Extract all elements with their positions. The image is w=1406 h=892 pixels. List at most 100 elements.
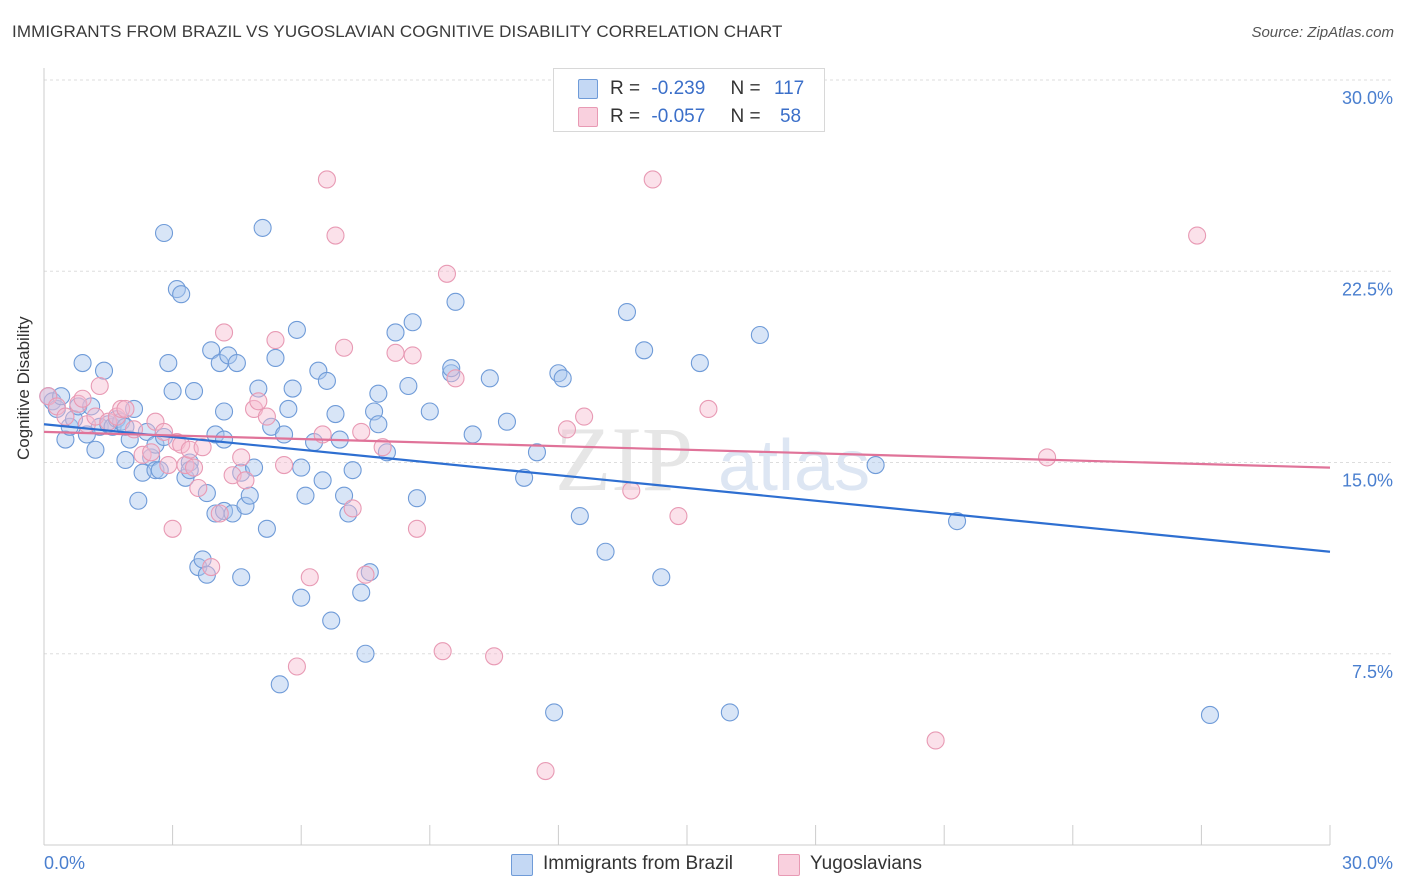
yugoslavian-point-27 bbox=[210, 504, 229, 523]
yugoslavian-point-41 bbox=[326, 226, 345, 245]
brazil-point-81 bbox=[356, 644, 375, 663]
yugoslavian-point-34 bbox=[257, 407, 276, 426]
brazil-point-86 bbox=[369, 384, 388, 403]
yugoslavian-point-50 bbox=[433, 642, 452, 661]
brazil-point-66 bbox=[283, 379, 302, 398]
brazil-point-114 bbox=[1200, 705, 1220, 725]
brazil-point-110 bbox=[720, 703, 739, 722]
brazil-point-56 bbox=[240, 486, 259, 505]
brazil-point-38 bbox=[184, 382, 204, 401]
brazil-point-65 bbox=[279, 399, 298, 419]
brazil-point-113 bbox=[948, 512, 967, 531]
yugoslavian-point-46 bbox=[373, 438, 392, 457]
yugoslavian-point-11 bbox=[116, 399, 135, 419]
zipatlas-watermark: ZIP atlas bbox=[555, 408, 870, 510]
brazil-point-109 bbox=[690, 353, 709, 373]
y-tick-label-0: 7.5% bbox=[1352, 662, 1393, 682]
yugoslavian-point-28 bbox=[214, 323, 234, 342]
brazil-point-31 bbox=[159, 353, 178, 373]
brazil-point-80 bbox=[343, 461, 362, 480]
bottom-legend-swatch-blue bbox=[511, 854, 533, 876]
yugoslavian-point-26 bbox=[202, 557, 221, 577]
brazil-point-108 bbox=[652, 568, 671, 587]
yugoslavian-point-56 bbox=[575, 407, 594, 426]
y-tick-label-2: 22.5% bbox=[1342, 279, 1393, 299]
yugoslavian-point-54 bbox=[536, 761, 555, 781]
brazil-point-101 bbox=[545, 703, 564, 722]
brazil-point-82 bbox=[352, 583, 371, 602]
brazil-point-75 bbox=[322, 611, 341, 630]
brazil-point-107 bbox=[635, 341, 654, 360]
y-tick-label-3: 30.0% bbox=[1342, 88, 1393, 108]
brazil-point-64 bbox=[275, 425, 294, 444]
yugoslavian-point-18 bbox=[163, 519, 182, 538]
x-tick-label-min: 0.0% bbox=[44, 853, 85, 873]
brazil-point-60 bbox=[257, 519, 276, 538]
brazil-point-103 bbox=[553, 369, 572, 388]
brazil-point-21 bbox=[116, 450, 135, 470]
watermark-zip: ZIP bbox=[555, 408, 693, 510]
brazil-point-105 bbox=[596, 542, 615, 561]
yugoslavian-point-17 bbox=[159, 455, 178, 475]
yugoslavian-point-62 bbox=[1038, 448, 1057, 467]
legend-n-value-yugoslavian: 58 bbox=[779, 106, 802, 127]
brazil-point-11 bbox=[86, 440, 105, 459]
yugoslavian-point-61 bbox=[926, 731, 945, 750]
yugoslavian-point-2 bbox=[56, 407, 75, 426]
brazil-point-68 bbox=[292, 458, 311, 477]
yugoslavian-point-24 bbox=[189, 478, 208, 498]
brazil-point-73 bbox=[313, 471, 332, 490]
yugoslavian-point-36 bbox=[275, 455, 294, 475]
brazil-point-8 bbox=[73, 353, 92, 373]
yugoslavian-point-58 bbox=[643, 170, 662, 189]
series-brazil-points bbox=[39, 218, 1220, 725]
legend-swatch-blue bbox=[578, 79, 598, 99]
yugoslavian-point-60 bbox=[699, 399, 718, 419]
yugoslavian-point-37 bbox=[287, 657, 306, 676]
yugoslavian-point-40 bbox=[317, 170, 336, 189]
brazil-point-91 bbox=[407, 489, 426, 508]
brazil-point-44 bbox=[206, 425, 225, 444]
brazil-point-48 bbox=[214, 402, 234, 421]
legend-r-label: R = bbox=[610, 106, 641, 127]
x-tick-label-max: 30.0% bbox=[1342, 853, 1393, 873]
yugoslavian-point-49 bbox=[407, 519, 426, 538]
brazil-point-3 bbox=[52, 387, 71, 406]
brazil-point-85 bbox=[369, 415, 388, 434]
brazil-point-99 bbox=[515, 468, 534, 487]
yugoslavian-point-10 bbox=[112, 399, 131, 419]
brazil-point-100 bbox=[527, 443, 547, 462]
yugoslavian-point-45 bbox=[356, 565, 375, 584]
correlation-legend: R = -0.239 N = 117 R = -0.057 N = 58 bbox=[553, 68, 825, 132]
brazil-point-43 bbox=[202, 341, 221, 360]
bottom-legend-swatch-pink bbox=[778, 854, 800, 876]
brazil-point-32 bbox=[163, 382, 182, 401]
brazil-point-67 bbox=[287, 320, 306, 339]
legend-swatch-pink bbox=[578, 107, 598, 127]
brazil-point-34 bbox=[172, 285, 191, 304]
brazil-point-58 bbox=[249, 379, 268, 398]
legend-r-label: R = bbox=[610, 78, 641, 99]
brazil-point-97 bbox=[480, 369, 499, 388]
trend-lines bbox=[43, 423, 1331, 553]
yugoslavian-point-52 bbox=[446, 369, 465, 388]
brazil-point-55 bbox=[236, 496, 255, 515]
brazil-point-106 bbox=[617, 302, 637, 322]
bottom-legend-label-brazil: Immigrants from Brazil bbox=[543, 853, 734, 874]
yugoslavian-point-63 bbox=[1188, 226, 1207, 245]
brazil-point-96 bbox=[463, 425, 482, 444]
yugoslavian-point-42 bbox=[335, 338, 354, 357]
brazil-point-41 bbox=[197, 484, 216, 503]
brazil-point-22 bbox=[129, 491, 148, 510]
yugoslavian-point-47 bbox=[386, 343, 405, 362]
brazil-point-63 bbox=[270, 675, 289, 694]
series-yugoslavian-points bbox=[39, 170, 1207, 781]
brazil-point-30 bbox=[154, 223, 174, 243]
yugoslavian-point-44 bbox=[352, 422, 371, 441]
yugoslavian-point-43 bbox=[343, 499, 362, 518]
brazil-point-62 bbox=[266, 348, 285, 368]
legend-r-value-brazil: -0.239 bbox=[651, 78, 706, 99]
brazil-point-89 bbox=[399, 376, 418, 396]
axes bbox=[43, 68, 1331, 846]
